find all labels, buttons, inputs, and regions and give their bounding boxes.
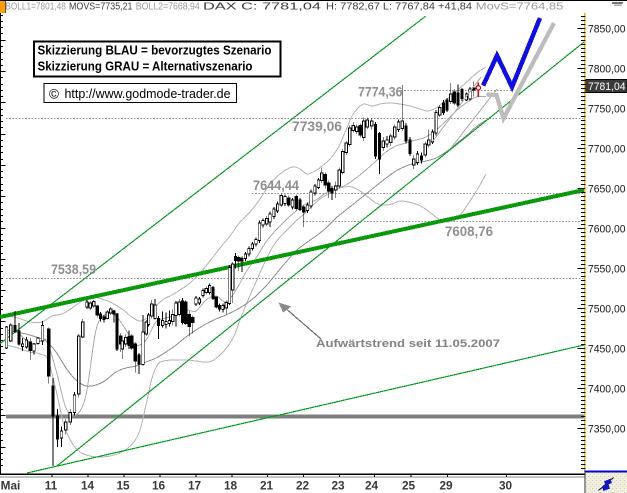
svg-text:22: 22 xyxy=(296,479,310,493)
svg-text:24: 24 xyxy=(365,479,379,493)
svg-text:http://www.godmode-trader.de: http://www.godmode-trader.de xyxy=(65,87,231,101)
svg-text:16: 16 xyxy=(152,479,166,493)
svg-text:Skizzierung BLAU = bevorzugtes: Skizzierung BLAU = bevorzugtes Szenario xyxy=(38,44,272,58)
svg-text:7600,00: 7600,00 xyxy=(588,223,626,235)
svg-text:21: 21 xyxy=(260,479,274,493)
svg-text:25: 25 xyxy=(402,479,416,493)
svg-text:15: 15 xyxy=(116,479,130,493)
svg-text:7500,00: 7500,00 xyxy=(588,303,626,315)
svg-text:7608,76: 7608,76 xyxy=(445,223,493,239)
svg-text:7550,00: 7550,00 xyxy=(588,263,626,275)
svg-text:7650,00: 7650,00 xyxy=(588,183,626,195)
svg-text:Mai: Mai xyxy=(1,479,21,493)
svg-text:7538,59: 7538,59 xyxy=(51,261,96,277)
svg-text:18: 18 xyxy=(224,479,238,493)
svg-text:14: 14 xyxy=(81,479,95,493)
svg-text:7350,00: 7350,00 xyxy=(588,423,626,435)
svg-text:7739,06: 7739,06 xyxy=(292,118,342,134)
svg-text:7450,00: 7450,00 xyxy=(588,343,626,355)
svg-text:Aufwärtstrend seit 11.05.2007: Aufwärtstrend seit 11.05.2007 xyxy=(316,338,500,350)
svg-text:7750,00: 7750,00 xyxy=(588,103,626,115)
svg-text:7400,00: 7400,00 xyxy=(588,383,626,395)
svg-text:7850,00: 7850,00 xyxy=(588,23,626,35)
svg-text:30: 30 xyxy=(499,479,513,493)
svg-text:©: © xyxy=(49,86,59,101)
svg-text:7800,00: 7800,00 xyxy=(588,63,626,75)
svg-text:11: 11 xyxy=(45,479,58,493)
svg-text:7774,36: 7774,36 xyxy=(358,84,403,100)
svg-text:23: 23 xyxy=(331,479,345,493)
svg-text:17: 17 xyxy=(188,479,202,493)
svg-text:Skizzierung GRAU = Alternativs: Skizzierung GRAU = Alternativszenario xyxy=(38,60,253,74)
svg-text:7644,44: 7644,44 xyxy=(253,177,299,193)
svg-text:7781,04: 7781,04 xyxy=(588,81,626,93)
svg-text:29: 29 xyxy=(439,479,453,493)
svg-text:7700,00: 7700,00 xyxy=(588,143,626,155)
